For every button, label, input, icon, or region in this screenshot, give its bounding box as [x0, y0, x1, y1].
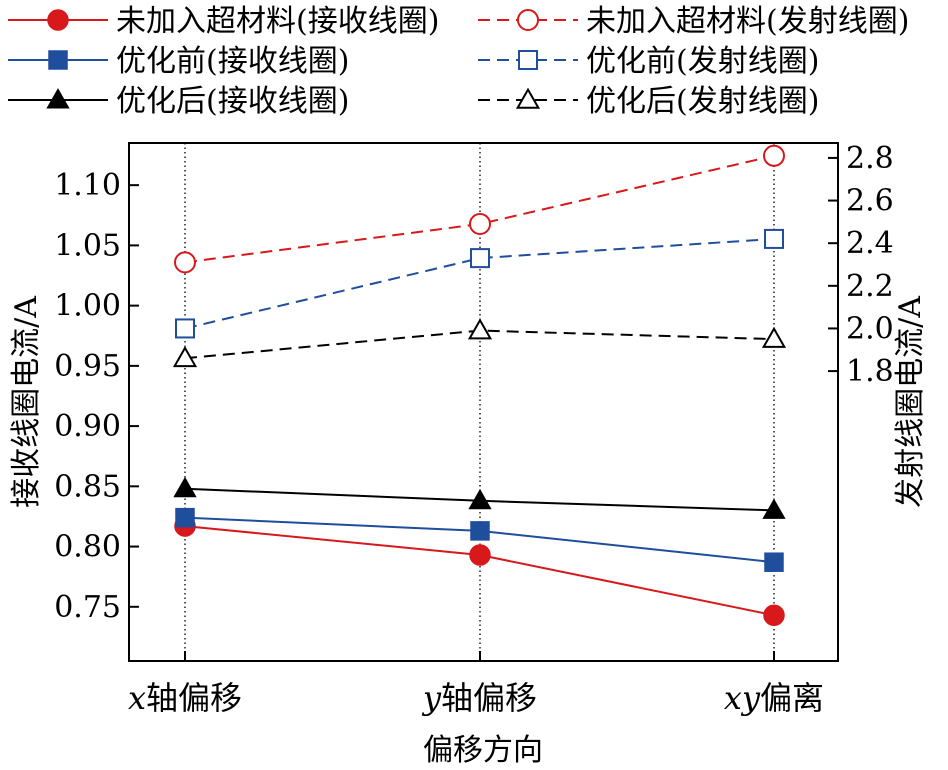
legend-item-1: 未加入超材料(发射线圈): [478, 4, 909, 39]
series-4-point-1: [468, 488, 492, 510]
legend-item-4: 优化后(接收线圈): [8, 84, 349, 119]
x-tick-label: x轴偏移: [128, 679, 242, 717]
legend-swatch-marker: [515, 87, 541, 109]
left-y-axis-title: 接收线圈电流/A: [9, 296, 44, 508]
x-tick-text: 轴偏移: [146, 679, 242, 717]
series-0-point-1: [469, 544, 491, 566]
left-tick-label: 0.75: [54, 590, 121, 625]
x-tick-label: y轴偏移: [421, 679, 537, 717]
right-y-axis-title: 发射线圈电流/A: [893, 296, 928, 508]
legend-label: 优化后(接收线圈): [116, 84, 349, 119]
series-5-point-1: [467, 318, 493, 340]
series-1: [174, 144, 785, 274]
legend-label: 未加入超材料(接收线圈): [116, 4, 439, 39]
x-axis: x轴偏移 y轴偏移 xy偏离: [128, 651, 824, 717]
series-4-point-2: [762, 498, 786, 519]
legend-label: 优化后(发射线圈): [586, 84, 819, 119]
x-tick-label: xy偏离: [724, 679, 824, 717]
series-5-point-2: [761, 326, 787, 348]
series-2: [175, 507, 784, 572]
legend-label: 优化前(接收线圈): [116, 44, 349, 79]
legend-swatch-marker: [46, 88, 70, 109]
left-tick-label: 1.05: [54, 228, 121, 263]
series-3-point-1: [470, 248, 490, 269]
legend-swatch-marker: [48, 50, 68, 70]
legend-swatch-marker: [47, 9, 69, 31]
series-3: [175, 228, 784, 339]
left-tick-label: 0.95: [54, 349, 121, 384]
series-5: [172, 318, 787, 368]
left-tick-label: 0.80: [54, 530, 121, 565]
series-2-point-1: [470, 521, 490, 541]
left-tick-label: 0.90: [54, 409, 121, 444]
legend-item-0: 未加入超材料(接收线圈): [8, 4, 439, 39]
x-tick-text: 偏离: [760, 679, 824, 717]
right-tick-label: 2.6: [846, 184, 894, 219]
x-tick-text: 轴偏移: [441, 679, 537, 717]
legend-item-2: 优化前(接收线圈): [8, 44, 349, 79]
series-3-point-2: [764, 228, 784, 249]
x-axis-title: 偏移方向: [423, 733, 543, 768]
legend-swatch-marker: [518, 50, 538, 70]
legend: 未加入超材料(接收线圈) 未加入超材料(发射线圈) 优化前(接收线圈) 优化前(发射线…: [8, 4, 909, 119]
left-tick-label: 1.00: [54, 289, 121, 324]
right-tick-label: 2.2: [846, 269, 894, 304]
x-tick-variable: y: [421, 679, 442, 717]
series-3-point-0: [175, 318, 195, 339]
series-1-point-1: [469, 213, 491, 236]
legend-label: 未加入超材料(发射线圈): [586, 4, 909, 39]
right-tick-label: 1.8: [846, 354, 894, 389]
series-4-point-0: [173, 476, 197, 498]
legend-label: 优化前(发射线圈): [586, 44, 819, 79]
legend-item-5: 优化后(发射线圈): [478, 84, 819, 119]
left-tick-label: 1.10: [54, 168, 121, 203]
series-3-line: [184, 237, 775, 330]
right-tick-label: 2.8: [846, 141, 894, 176]
legend-swatch-marker: [517, 9, 539, 31]
x-tick-variable: xy: [724, 679, 761, 717]
series-1-point-0: [174, 251, 196, 274]
right-tick-label: 2.0: [846, 311, 894, 346]
right-y-axis: 1.8 2.0 2.2 2.4 2.6 2.8: [828, 141, 894, 389]
x-tick-variable: x: [128, 679, 146, 717]
left-y-axis: 0.75 0.80 0.85 0.90 0.95 1.00 1.05 1.10: [54, 168, 139, 625]
series-4: [173, 476, 786, 519]
series-1-line: [184, 154, 775, 264]
series-2-point-0: [175, 507, 195, 528]
series-2-point-2: [764, 552, 784, 572]
left-tick-label: 0.85: [54, 469, 121, 504]
legend-item-3: 优化前(发射线圈): [478, 44, 819, 79]
series-0-point-2: [763, 604, 785, 626]
plot-frame: [128, 142, 839, 662]
right-tick-label: 2.4: [846, 226, 894, 261]
series-layer: [172, 144, 787, 626]
series-1-point-2: [763, 144, 785, 167]
series-5-point-0: [172, 345, 198, 368]
